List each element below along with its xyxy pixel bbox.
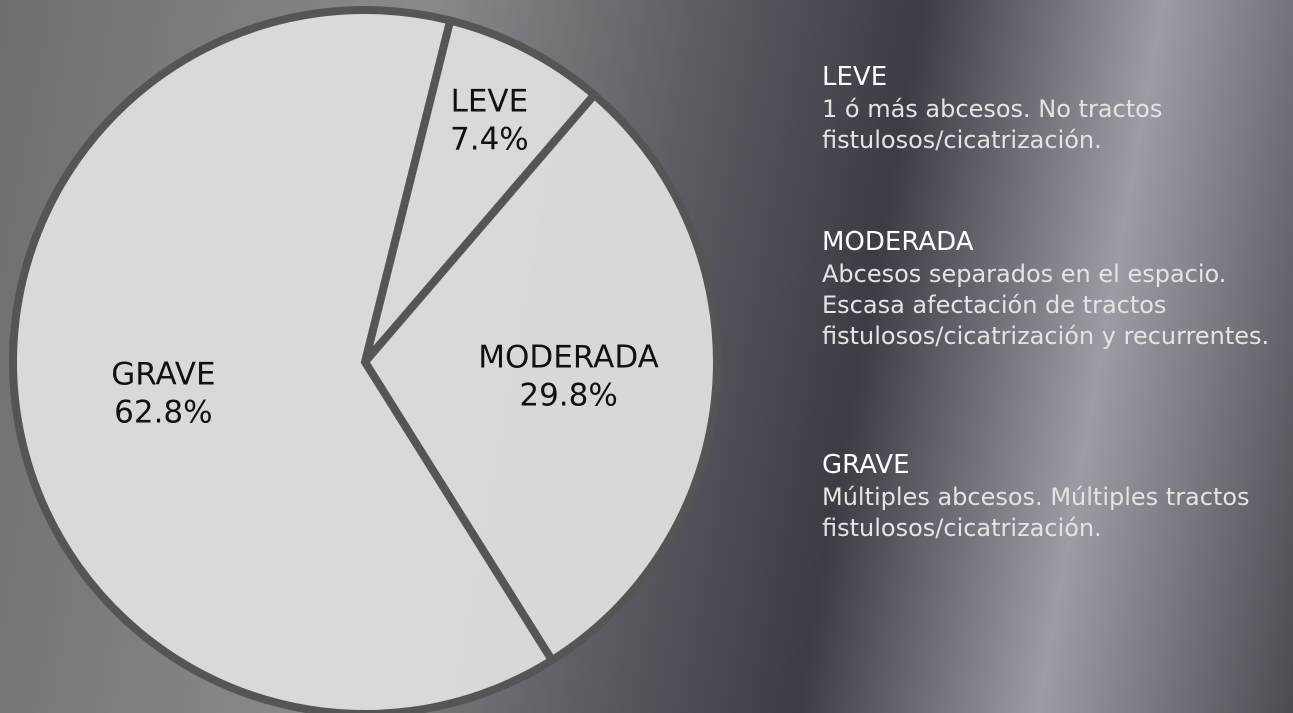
slice-value: 29.8% [519, 378, 617, 414]
pie-slice [361, 15, 600, 365]
description-title: MODERADA [822, 227, 974, 257]
description-text: Abcesos separados en el espacio. Escasa … [822, 260, 1270, 350]
slice-category: LEVE [451, 84, 529, 120]
description: GRAVE Múltiples abcesos. Múltiples tracto… [822, 448, 1292, 544]
description-title: GRAVE [822, 450, 910, 480]
description-text: 1 ó más abcesos. No tractos fistulosos/c… [822, 95, 1163, 154]
description: LEVE 1 ó más abcesos. No tractos fistulos… [822, 60, 1292, 156]
slice-value: 7.4% [450, 122, 529, 158]
slice-category: GRAVE [111, 357, 215, 393]
description-text: Múltiples abcesos. Múltiples tractos fis… [822, 483, 1250, 542]
slice-value: 62.8% [114, 395, 212, 431]
description: MODERADA Abcesos separados en el espacio.… [822, 225, 1292, 352]
pie-slice [360, 89, 721, 666]
pie-slice [9, 6, 558, 713]
slice-category: MODERADA [478, 340, 659, 376]
description-title: LEVE [822, 62, 888, 92]
